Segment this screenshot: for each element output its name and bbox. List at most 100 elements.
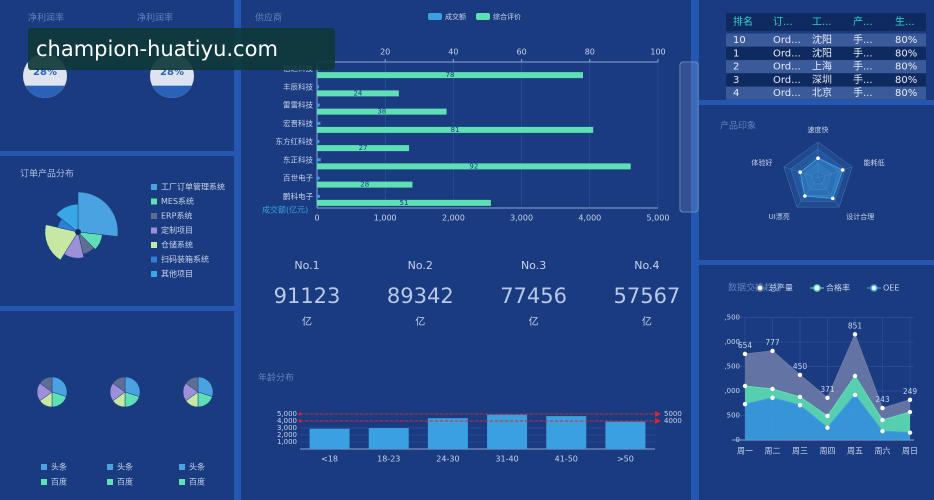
data-label: 24 (353, 89, 362, 97)
legend-swatch (107, 479, 113, 485)
legend-swatch (428, 13, 442, 20)
point (742, 402, 748, 407)
legend-marker (813, 284, 821, 292)
legend-swatch (151, 256, 157, 263)
radar-label: 体验好 (751, 158, 772, 167)
table-cell: 深圳 (812, 74, 832, 86)
pie-slice (51, 376, 68, 397)
x-tick-label: 18-23 (377, 455, 400, 464)
mark-arrow (655, 411, 661, 417)
bar (317, 72, 583, 79)
radar-point (840, 168, 845, 172)
bar (317, 103, 320, 107)
table-cell: 80% (895, 35, 917, 46)
bar (317, 194, 320, 198)
rank-value: 91123 (274, 284, 341, 308)
legend-label: OEE (883, 284, 899, 293)
y-tick-label: ,500 (724, 363, 740, 371)
table-cell: Ord... (773, 35, 801, 46)
data-label: 249 (903, 387, 918, 396)
point (742, 351, 748, 357)
table-cell: Ord... (773, 75, 801, 86)
table-cell: 沈阳 (812, 33, 832, 46)
area-fill (745, 376, 910, 433)
point (825, 425, 830, 430)
rank-label: No.1 (294, 259, 319, 272)
data-label: 81 (451, 126, 460, 134)
chart-title: 订单产品分布 (20, 168, 74, 180)
watermark-box (28, 28, 335, 70)
point (852, 373, 858, 379)
legend-label: 综合评价 (493, 12, 521, 21)
point (825, 395, 830, 401)
point (770, 386, 775, 392)
x-tick-label: 周六 (875, 446, 891, 456)
table-cell: 80% (895, 48, 917, 59)
table-cell: 3 (733, 75, 739, 86)
point (825, 413, 830, 419)
radar-label: UI漂亮 (769, 212, 790, 221)
legend-swatch (41, 479, 47, 485)
legend-label: 定制项目 (161, 225, 193, 235)
x2-tick-label: 100 (650, 48, 665, 57)
data-label: 27 (359, 144, 368, 152)
table-header: 排名 (733, 15, 753, 28)
rank-value: 57567 (613, 284, 680, 308)
y-tick-label: 500 (727, 412, 740, 420)
x-tick-label: <18 (321, 455, 338, 464)
data-label: 243 (875, 395, 890, 404)
x-tick-label: 24-30 (436, 455, 459, 464)
data-label: 851 (848, 321, 863, 330)
pie-slice (44, 224, 79, 261)
zoom-slider[interactable] (679, 61, 699, 213)
table-header: 产... (853, 15, 873, 28)
table-header: 工... (812, 17, 832, 28)
x-axis-title: 成交额(亿元) (262, 205, 308, 215)
pie-slice (39, 376, 53, 393)
bar (317, 181, 413, 188)
radar-label: 速度快 (808, 125, 829, 134)
y-tick-label: 5,000 (277, 410, 297, 418)
legend-swatch (179, 479, 185, 485)
legend-label: MES系统 (161, 196, 194, 206)
panel (241, 0, 691, 500)
bar (317, 199, 491, 206)
legend-label: 扫码装箱系统 (161, 254, 209, 264)
bar (317, 145, 410, 152)
radar-label: 能耗低 (864, 158, 885, 167)
bar (427, 418, 468, 449)
legend-swatch (151, 242, 157, 248)
pie-slice (77, 231, 103, 250)
point (907, 409, 913, 415)
zoom-handle[interactable] (681, 63, 697, 211)
data-label: 450 (793, 362, 808, 371)
x-tick-label: 周一 (737, 447, 753, 456)
table-cell: 手... (853, 60, 873, 73)
legend-label: 总产量 (769, 283, 793, 293)
x-tick-label: 2,000 (442, 214, 465, 223)
rank-label: No.2 (408, 259, 433, 272)
table-header: 生... (895, 15, 915, 28)
table-cell: 北京 (812, 86, 832, 99)
rank-unit: 亿 (529, 315, 539, 328)
point (797, 394, 803, 400)
point (797, 403, 803, 408)
legend-label: 其他项目 (161, 269, 193, 279)
bar (368, 428, 409, 449)
chart-title: 产品印象 (720, 120, 756, 132)
radar-point (816, 156, 820, 160)
x-tick-label: 31-40 (495, 455, 518, 464)
bar (487, 414, 528, 449)
data-label: 92 (469, 162, 478, 170)
point (880, 405, 885, 411)
data-label: 78 (446, 71, 455, 79)
legend-marker (870, 284, 878, 292)
y-tick-label: 东方红科技 (276, 136, 314, 146)
legend-label: 合格率 (826, 283, 850, 293)
bar (317, 163, 631, 170)
point (907, 430, 913, 435)
x-tick-label: 周三 (792, 447, 808, 456)
y-tick-label: 鹏科电子 (283, 191, 313, 201)
radar-label: 设计合理 (846, 212, 874, 221)
legend-swatch (151, 213, 157, 219)
